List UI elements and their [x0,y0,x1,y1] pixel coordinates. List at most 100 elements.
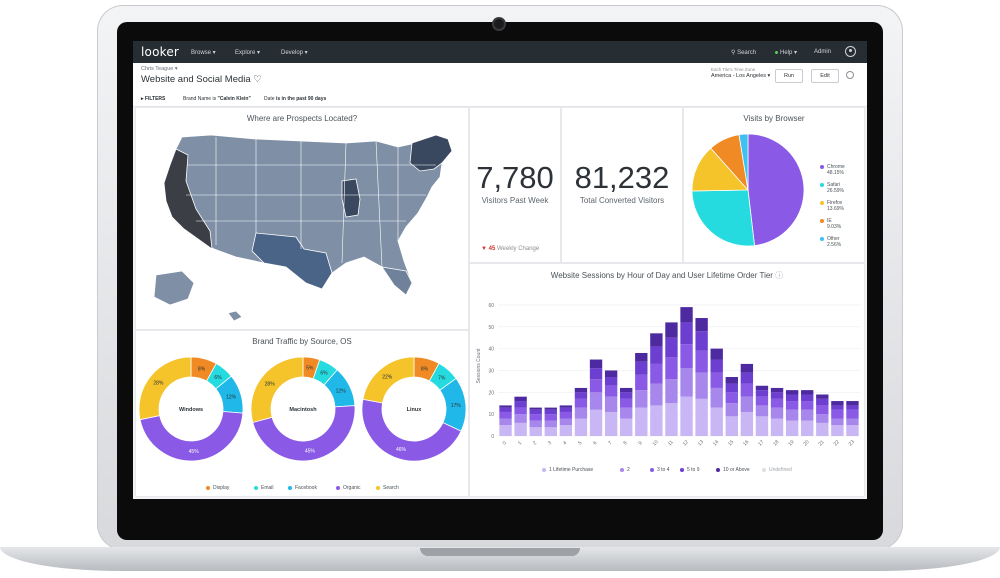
bar-segment[interactable] [785,420,799,436]
timezone-select[interactable]: America - Los Angeles ▾ [711,73,771,79]
donut-linux[interactable]: 8% 7% 17% 46% 22% Linux [361,356,467,462]
bar-segment[interactable] [695,350,708,373]
bar-segment[interactable] [816,414,829,423]
bar-segment[interactable] [680,368,693,397]
donut-slice-search[interactable] [362,356,415,404]
bar-segment[interactable] [589,359,603,369]
bar-segment[interactable] [831,425,844,436]
filters-toggle[interactable]: ▸ FILTERS [141,96,166,102]
bar-segment[interactable] [846,409,859,419]
bar-segment[interactable] [620,418,633,436]
bar-segment[interactable] [740,396,754,412]
bar-segment[interactable] [604,385,618,397]
filter-brand[interactable]: Brand Name is "Calvin Klein" [183,96,251,102]
bar-segment[interactable] [559,405,573,408]
bar-segment[interactable] [514,407,527,415]
bar-segment[interactable] [620,398,633,408]
bar-segment[interactable] [544,409,557,415]
bar-segment[interactable] [529,420,542,428]
bar-segment[interactable] [785,409,799,421]
browser-legend-safari[interactable]: Safari 26.59% [820,182,844,194]
bar-segment[interactable] [725,383,738,393]
bar-segment[interactable] [740,383,754,397]
bar-segment[interactable] [695,331,708,351]
bar-segment[interactable] [710,372,723,388]
browser-pie-chart[interactable] [688,132,808,252]
dashboard-owner[interactable]: Chris Teague ▾ [141,66,178,72]
bar-segment[interactable] [604,377,618,386]
admin-link[interactable]: Admin [814,49,832,55]
sessions-legend-item[interactable]: 2 [620,467,630,473]
bar-segment[interactable] [499,405,512,408]
bar-segment[interactable] [846,401,859,406]
donut-slice-organic[interactable] [252,405,356,462]
bar-segment[interactable] [514,414,527,423]
bar-segment[interactable] [499,425,512,436]
bar-segment[interactable] [785,401,799,410]
bar-segment[interactable] [574,392,588,399]
bar-segment[interactable] [801,390,814,395]
bar-segment[interactable] [710,387,723,408]
bar-segment[interactable] [831,405,844,410]
bar-segment[interactable] [589,392,603,410]
bar-segment[interactable] [785,394,799,402]
donut-slice-organic[interactable] [139,411,244,462]
bar-segment[interactable] [816,405,829,415]
bar-segment[interactable] [755,416,769,436]
user-avatar-icon[interactable] [845,46,856,57]
bar-segment[interactable] [755,390,769,397]
bar-segment[interactable] [695,318,708,332]
bar-segment[interactable] [514,401,527,408]
bar-segment[interactable] [589,368,603,380]
bar-segment[interactable] [635,390,648,408]
traffic-legend-facebook[interactable]: Facebook [288,485,317,491]
pie-slice-safari[interactable] [691,189,755,247]
bar-segment[interactable] [680,344,693,369]
bar-segment[interactable] [574,387,588,393]
traffic-legend-display[interactable]: Display [206,485,229,491]
bar-segment[interactable] [770,407,784,419]
bar-segment[interactable] [665,337,678,358]
bar-segment[interactable] [544,420,557,428]
bar-segment[interactable] [559,411,573,419]
bar-segment[interactable] [529,409,542,415]
bar-segment[interactable] [725,392,738,404]
bar-segment[interactable] [755,396,769,406]
bar-segment[interactable] [801,420,814,436]
bar-segment[interactable] [770,392,784,399]
bar-segment[interactable] [635,407,648,436]
bar-segment[interactable] [755,405,769,417]
bar-segment[interactable] [559,407,573,412]
bar-segment[interactable] [559,418,573,426]
bar-segment[interactable] [665,379,678,404]
bar-segment[interactable] [650,405,663,436]
bar-segment[interactable] [620,392,633,399]
donut-macintosh[interactable]: 5% 6% 12% 45% 28% Macintosh [250,356,356,462]
bar-segment[interactable] [770,418,784,436]
bar-segment[interactable] [801,394,814,402]
bar-segment[interactable] [801,401,814,410]
browser-legend-chrome[interactable]: Chrome 48.15% [820,164,845,176]
bar-segment[interactable] [604,396,618,412]
sessions-legend-item[interactable]: 10 or Above [716,467,750,473]
info-icon[interactable]: ⓘ [775,271,784,280]
looker-logo[interactable]: looker [141,45,180,59]
traffic-legend-organic[interactable]: Organic [336,485,361,491]
browser-legend-firefox[interactable]: Firefox 13.69% [820,200,844,212]
bar-segment[interactable] [529,414,542,421]
bar-segment[interactable] [529,407,542,410]
bar-segment[interactable] [846,405,859,410]
gear-icon[interactable] [846,71,854,79]
bar-segment[interactable] [770,387,784,393]
bar-segment[interactable] [740,363,754,373]
bar-segment[interactable] [801,409,814,421]
donut-slice-organic[interactable] [361,398,462,462]
browser-legend-other[interactable]: Other 2.56% [820,236,841,248]
bar-segment[interactable] [695,398,708,436]
bar-segment[interactable] [499,411,512,419]
bar-segment[interactable] [680,322,693,345]
sessions-legend-item[interactable]: 5 to 9 [680,467,700,473]
traffic-donut-charts[interactable]: 8% 6% 12% 45% 28% Windows 5% 6% 12% 45% 28% Macinto… [136,351,470,481]
bar-segment[interactable] [755,385,769,391]
